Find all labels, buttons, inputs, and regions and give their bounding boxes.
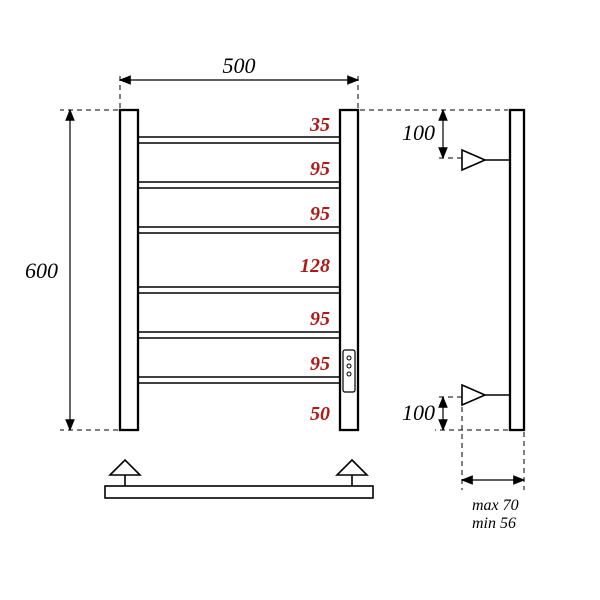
gap-label: 95 bbox=[310, 353, 330, 375]
mount-bar bbox=[105, 460, 373, 498]
gap-label: 50 bbox=[310, 403, 330, 425]
dim-height: 600 bbox=[25, 110, 118, 430]
gap-label: 95 bbox=[310, 158, 330, 180]
side-post bbox=[510, 110, 524, 430]
front-view: 35 95 95 128 95 95 50 500 600 bbox=[25, 53, 373, 498]
width-label: 500 bbox=[223, 53, 256, 78]
side-bot-label: 100 bbox=[402, 400, 435, 425]
dimension-diagram: 35 95 95 128 95 95 50 500 600 bbox=[0, 0, 600, 600]
front-post-left bbox=[120, 110, 138, 430]
dim-side-bottom: 100 bbox=[402, 397, 508, 430]
dim-depth: max 70 min 56 bbox=[462, 407, 524, 532]
gap-label: 95 bbox=[310, 308, 330, 330]
depth-min-label: min 56 bbox=[472, 515, 516, 532]
gap-label: 128 bbox=[300, 255, 330, 277]
side-view: 100 100 max 70 min 56 bbox=[402, 110, 524, 532]
dim-width: 500 bbox=[120, 53, 358, 108]
height-label: 600 bbox=[25, 258, 58, 283]
side-top-label: 100 bbox=[402, 120, 435, 145]
gap-label: 95 bbox=[310, 203, 330, 225]
depth-max-label: max 70 bbox=[472, 497, 519, 514]
gap-label: 35 bbox=[309, 114, 330, 136]
dim-side-top: 100 bbox=[402, 110, 462, 158]
